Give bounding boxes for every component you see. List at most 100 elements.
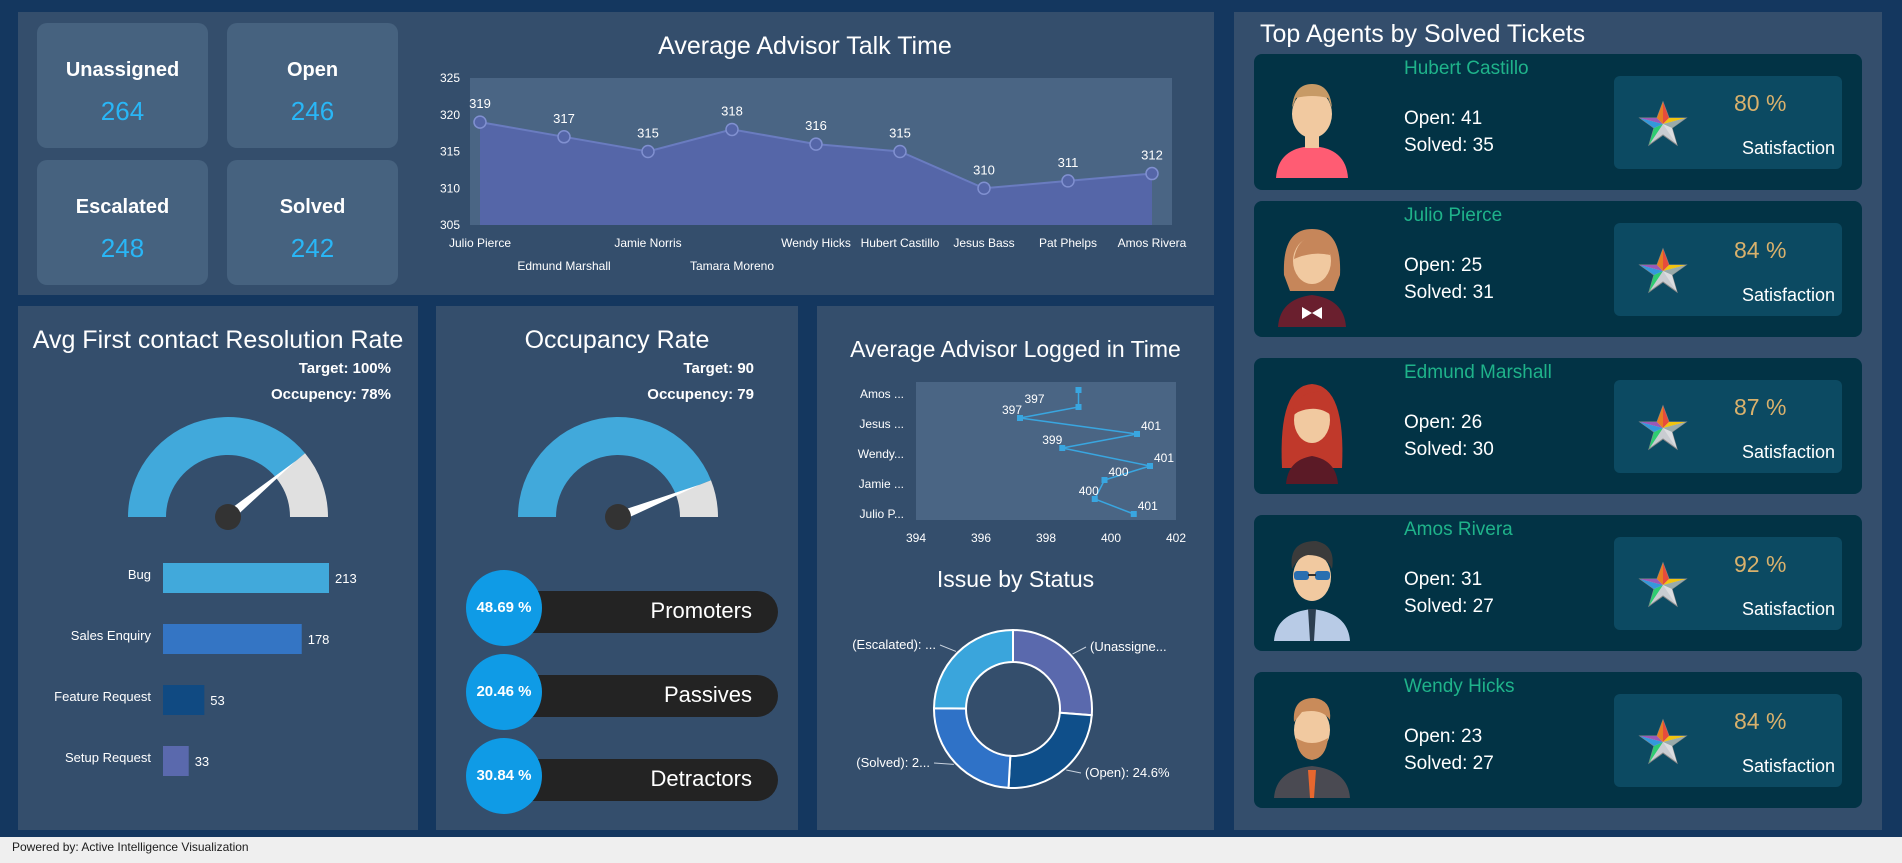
data-label: 318	[721, 103, 743, 118]
agent-name: Wendy Hicks	[1404, 676, 1515, 697]
logged-point	[1017, 415, 1023, 421]
data-label: 315	[637, 126, 659, 141]
agent-name: Edmund Marshall	[1404, 362, 1552, 383]
data-label: 401	[1141, 419, 1161, 433]
solved-prefix: Solved:	[1404, 439, 1473, 460]
x-tick-label: Julio Pierce	[449, 236, 511, 250]
kpi-card-open[interactable]: Open 246	[227, 23, 398, 148]
nps-percent: 20.46 %	[466, 654, 542, 730]
star-icon	[1638, 718, 1688, 765]
data-label: 397	[1002, 403, 1022, 417]
satisfaction-label: Satisfaction	[1742, 599, 1836, 619]
data-label: 178	[308, 632, 330, 647]
talk-time-chart: 305 310 315 320 325 319 Julio Pierce 317 Edmund …	[440, 71, 1187, 273]
data-label: 401	[1154, 451, 1174, 465]
gauge-remainder	[275, 453, 328, 517]
open-count: 23	[1461, 726, 1483, 747]
y-tick-label: 310	[440, 181, 460, 195]
issue-type-bar-chart: Bug 213 Sales Enquiry 178 Feature Request 53 S…	[54, 563, 357, 776]
talk-time-title: Average Advisor Talk Time	[658, 32, 952, 60]
gauge-fill	[518, 417, 711, 517]
agent-open: Open: 31	[1404, 569, 1482, 591]
open-count: 25	[1461, 255, 1483, 276]
logged-point	[1091, 496, 1098, 502]
nps-passives[interactable]: Passives 20.46 %	[466, 654, 778, 732]
satisfaction-label: Satisfaction	[1742, 756, 1836, 776]
agent-card[interactable]: Amos Rivera Open: 31 Solved: 27 92 % Sat…	[1254, 515, 1862, 651]
bar-category-label: Feature Request	[54, 689, 151, 704]
bar	[163, 563, 329, 593]
talk-time-point	[893, 144, 907, 159]
solved-prefix: Solved:	[1404, 135, 1473, 156]
agent-card[interactable]: Wendy Hicks Open: 23 Solved: 27 84 % Sat…	[1254, 672, 1862, 808]
open-count: 41	[1461, 108, 1483, 129]
fcr-gauge	[128, 417, 328, 530]
data-label: 401	[1138, 499, 1158, 513]
agent-card[interactable]: Julio Pierce Open: 25 Solved: 31 84 % Sa…	[1254, 201, 1862, 337]
talk-time-point	[1061, 174, 1075, 188]
issue-status-donut: (Unassigne... (Open): 24.6% (Solved): 2...…	[852, 628, 1170, 789]
fcr-title: Avg First contact Resolution Rate	[32, 326, 404, 354]
agent-solved: Solved: 27	[1404, 753, 1494, 775]
solved-prefix: Solved:	[1404, 282, 1473, 303]
logged-point	[1134, 431, 1140, 437]
kpi-card-escalated[interactable]: Escalated 248	[37, 160, 208, 285]
logged-in-chart: 394 396 398 400 402 Amos ... Jesus ... Wendy...…	[858, 382, 1186, 545]
kpi-value: 246	[290, 96, 335, 126]
talk-time-area	[480, 122, 1152, 225]
bar-category-label: Bug	[128, 567, 151, 582]
nps-detractors[interactable]: Detractors 30.84 %	[466, 738, 778, 816]
x-tick-label: Edmund Marshall	[517, 259, 610, 273]
donut-slice	[1007, 711, 1093, 789]
bar	[163, 746, 189, 776]
data-label: 319	[469, 96, 491, 111]
kpi-card-unassigned[interactable]: Unassigned 264	[37, 23, 208, 148]
satisfaction-label: Satisfaction	[1742, 442, 1836, 462]
star-icon	[1638, 561, 1688, 608]
plot-area	[916, 382, 1176, 520]
kpi-label: Unassigned	[65, 59, 180, 81]
agent-card[interactable]: Hubert Castillo Open: 41 Solved: 35 80 %…	[1254, 54, 1862, 190]
talk-time-point	[641, 144, 655, 159]
agent-solved: Solved: 30	[1404, 439, 1494, 461]
data-label: 315	[889, 126, 911, 141]
data-label: 317	[553, 111, 575, 126]
x-tick-label: Tamara Moreno	[690, 259, 774, 273]
woman-avatar-icon	[1278, 229, 1346, 327]
man-avatar-icon	[1276, 84, 1348, 178]
agent-name: Amos Rivera	[1404, 519, 1513, 540]
man-sunglasses-avatar-icon	[1274, 541, 1350, 641]
leader-line	[939, 644, 957, 652]
satisfaction-value: 92 %	[1734, 551, 1787, 577]
y-tick-label: Jamie ...	[859, 477, 904, 491]
donut-label: (Unassigne...	[1090, 639, 1167, 654]
gauge-remainder	[675, 480, 718, 517]
agent-solved: Solved: 31	[1404, 282, 1494, 304]
agent-open: Open: 41	[1404, 108, 1482, 130]
logged-point	[1059, 445, 1066, 451]
solved-prefix: Solved:	[1404, 753, 1473, 774]
nps-promoters[interactable]: Promoters 48.69 %	[466, 570, 778, 648]
occupancy-target: Target: 90	[683, 360, 754, 377]
gauge-fill	[128, 417, 306, 517]
satisfaction-box: 92 % Satisfaction	[1614, 537, 1842, 630]
bar	[163, 624, 302, 654]
data-label: 311	[1058, 155, 1079, 170]
data-label: 213	[335, 571, 357, 586]
man-beard-avatar-icon	[1274, 698, 1350, 798]
agent-card[interactable]: Edmund Marshall Open: 26 Solved: 30 87 %…	[1254, 358, 1862, 494]
x-tick-label: 402	[1166, 531, 1186, 545]
gauge-needle	[224, 460, 296, 521]
donut-label: (Escalated): ...	[852, 637, 936, 652]
data-label: 399	[1042, 433, 1062, 447]
open-prefix: Open:	[1404, 108, 1462, 129]
woman-red-hair-avatar-icon	[1281, 384, 1343, 484]
fcr-target: Target: 100%	[298, 360, 391, 377]
gauge-hub	[215, 504, 241, 530]
data-label: 310	[973, 162, 995, 177]
data-label: 397	[1024, 392, 1044, 406]
kpi-card-solved[interactable]: Solved 242	[227, 160, 398, 285]
logged-title: Average Advisor Logged in Time	[850, 336, 1181, 362]
agent-open: Open: 26	[1404, 412, 1482, 434]
bar-category-label: Sales Enquiry	[71, 628, 152, 643]
